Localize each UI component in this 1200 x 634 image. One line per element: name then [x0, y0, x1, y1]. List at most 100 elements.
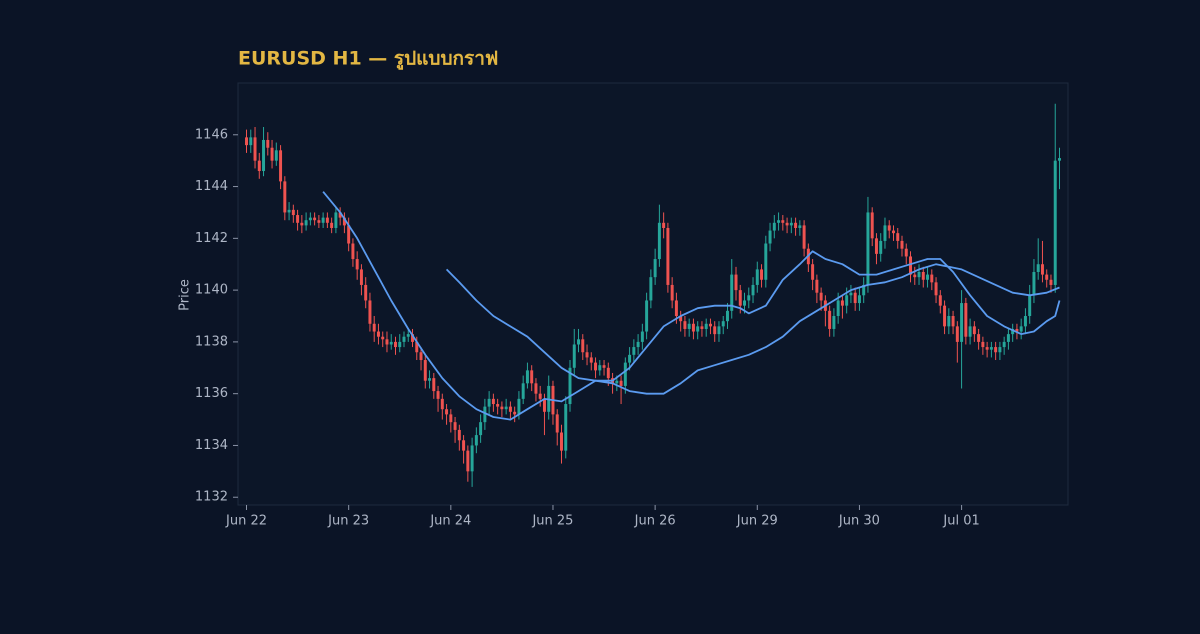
x-tick-label: Jul 01 [942, 514, 979, 529]
candle-body [517, 398, 521, 415]
candle-body [483, 406, 487, 423]
candle-body [1045, 274, 1049, 280]
candle-body [683, 321, 687, 329]
moving-average-line [322, 191, 1061, 421]
candle-body [1015, 328, 1019, 332]
candle-body [1036, 264, 1040, 272]
y-tick-label: 1132 [195, 490, 228, 505]
candle-body [1023, 316, 1027, 327]
candle-body [521, 383, 525, 399]
candle-body [283, 181, 287, 213]
y-tick-label: 1134 [195, 438, 228, 453]
candle-body [368, 300, 372, 324]
candle-body [398, 341, 402, 348]
candle-body [262, 139, 266, 172]
candle-body [819, 292, 823, 301]
candle-body [530, 370, 534, 384]
candle-body [721, 321, 725, 327]
x-tick-label: Jun 29 [736, 514, 778, 529]
candle-body [504, 406, 508, 410]
candle-body [743, 300, 747, 306]
candle-body [406, 334, 410, 337]
candle-body [662, 222, 666, 228]
candle-body [679, 316, 683, 322]
candle-body [730, 274, 734, 311]
candle-body [589, 357, 593, 363]
candle-body [372, 323, 376, 332]
candle-body [606, 367, 610, 379]
candle-body [704, 323, 708, 329]
candle-body [619, 380, 623, 386]
candle-body [594, 362, 598, 371]
candle-body [534, 383, 538, 394]
x-tick-label: Jun 22 [225, 514, 267, 529]
candle-body [768, 230, 772, 244]
candle-body [347, 225, 351, 244]
candle-body [772, 222, 776, 231]
candle-body [496, 404, 500, 407]
candle-body [308, 217, 312, 221]
candle-body [1011, 328, 1015, 335]
x-tick-label: Jun 24 [429, 514, 471, 529]
candle-body [304, 220, 308, 226]
candle-body [466, 450, 470, 472]
candle-body [798, 225, 802, 228]
x-tick-label: Jun 30 [838, 514, 880, 529]
y-tick-label: 1144 [195, 179, 228, 194]
candle-body [419, 352, 423, 361]
candle-body [632, 347, 636, 355]
candle-body [564, 404, 568, 451]
candle-body [568, 367, 572, 405]
candle-body [445, 409, 449, 415]
candle-body [891, 230, 895, 234]
candle-body [781, 220, 785, 223]
candle-body [1049, 279, 1053, 285]
candle-body [815, 279, 819, 293]
candle-body [474, 435, 478, 446]
candle-body [896, 233, 900, 241]
candle-body [636, 341, 640, 348]
candle-body [402, 336, 406, 342]
candle-body [649, 277, 653, 301]
candle-body [883, 225, 887, 241]
y-tick-label: 1138 [195, 334, 228, 349]
candle-body [879, 240, 883, 254]
candle-body [559, 432, 563, 451]
candle-body [542, 398, 546, 412]
candle-body [1006, 334, 1010, 342]
candle-body [645, 300, 649, 332]
candle-body [989, 347, 993, 350]
candle-body [785, 222, 789, 226]
candle-body [836, 300, 840, 317]
candle-body [764, 243, 768, 280]
candle-body [700, 326, 704, 329]
candle-body [794, 222, 798, 228]
candle-body [708, 323, 712, 327]
candle-body [1040, 264, 1044, 275]
candle-body [487, 398, 491, 407]
candle-body [270, 147, 274, 161]
candle-body [415, 341, 419, 353]
candle-body [968, 326, 972, 337]
candle-body [453, 422, 457, 430]
candle-body [845, 295, 849, 306]
candle-body [870, 212, 874, 239]
candle-body [428, 378, 432, 381]
candle-body [998, 347, 1002, 353]
candle-body [994, 347, 998, 353]
candle-body [938, 295, 942, 306]
candle-body [300, 222, 304, 226]
candle-body [249, 137, 253, 146]
candle-body [725, 310, 729, 322]
candle-body [393, 341, 397, 348]
x-tick-label: Jun 25 [531, 514, 573, 529]
candle-body [866, 212, 870, 285]
candle-body [525, 370, 529, 384]
candle-body [972, 326, 976, 335]
candle-body [947, 316, 951, 327]
candle-body [751, 284, 755, 296]
candle-body [253, 137, 257, 161]
candle-body [666, 227, 670, 285]
candle-body [955, 326, 959, 342]
candle-body [960, 303, 964, 342]
